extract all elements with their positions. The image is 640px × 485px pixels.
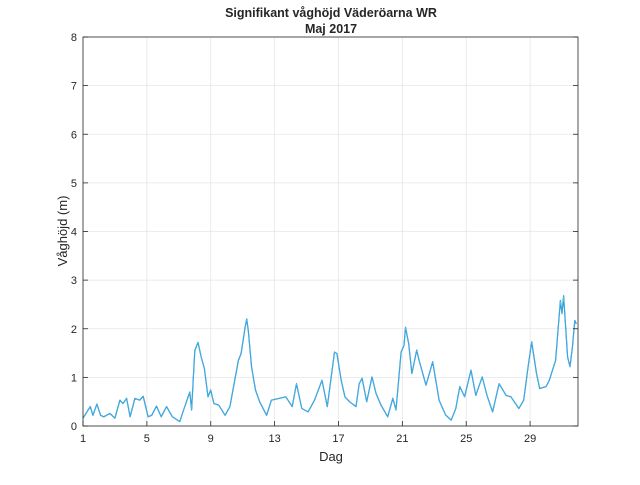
y-tick-label: 4 bbox=[71, 227, 77, 239]
x-tick-label: 21 bbox=[396, 433, 408, 445]
y-tick-label: 6 bbox=[71, 129, 77, 141]
wave-height-line bbox=[82, 295, 577, 423]
x-tick-label: 9 bbox=[208, 433, 214, 445]
chart-title: Signifikant våghöjd Väderöarna WR bbox=[225, 6, 437, 20]
grid bbox=[82, 36, 578, 427]
y-axis-label: Våghöjd (m) bbox=[55, 196, 70, 267]
y-tick-label: 8 bbox=[71, 32, 77, 44]
y-tick-label: 3 bbox=[71, 275, 77, 287]
x-tick-label: 5 bbox=[144, 433, 150, 445]
y-tick-label: 7 bbox=[71, 81, 77, 93]
x-tick-label: 17 bbox=[332, 433, 344, 445]
wave-height-line-overlay bbox=[82, 295, 577, 422]
x-tick-label: 25 bbox=[460, 433, 472, 445]
series-group bbox=[82, 295, 577, 423]
x-tick-label: 1 bbox=[80, 433, 86, 445]
y-tick-label: 5 bbox=[71, 178, 77, 190]
x-axis-label: Dag bbox=[319, 449, 343, 464]
y-tick-label: 2 bbox=[71, 324, 77, 336]
y-tick-label: 1 bbox=[71, 372, 77, 384]
x-tick-label: 13 bbox=[268, 433, 280, 445]
x-tick-label: 29 bbox=[524, 433, 536, 445]
y-tick-label: 0 bbox=[71, 421, 77, 433]
chart-subtitle: Maj 2017 bbox=[305, 22, 357, 36]
